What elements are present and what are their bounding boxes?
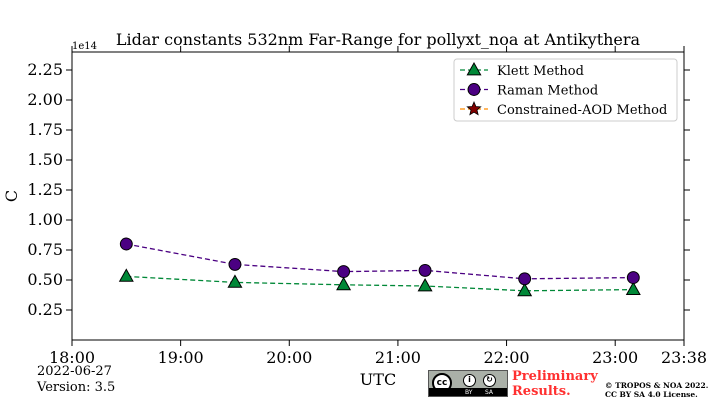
preliminary-line-1: Preliminary [512,369,598,384]
x-tick-label: 23:38 [661,348,707,367]
data-point-marker [227,274,243,288]
license-line-1: © TROPOS & NOA 2022. [605,381,709,390]
x-tick-label: 22:00 [484,348,530,367]
y-tick-label: 0.75 [27,240,63,259]
y-tick-label: 0.50 [27,270,63,289]
legend-marker [467,83,481,96]
data-point-marker [228,257,242,271]
y-axis: 0.25 0.50 0.75 1.00 1.25 1.50 1.75 2.00 2.25 [27,60,690,319]
data-point-marker [517,282,533,297]
plot-area [71,51,685,341]
legend-label: Klett Method [497,64,584,79]
legend-label: Raman Method [497,84,598,99]
legend-label: Constrained-AOD Method [497,103,667,118]
y-tick-label: 0.25 [27,300,63,319]
y-tick-label: 2.00 [27,90,63,109]
preliminary-line-2: Results. [512,384,571,399]
x-tick-label: 18:00 [49,348,95,367]
x-tick-label: 20:00 [266,348,312,367]
license-text: © TROPOS & NOA 2022. CC BY SA 4.0 Licens… [605,381,708,399]
data-point-marker [337,265,351,279]
series-layer [118,237,641,297]
legend-marker [466,100,482,116]
data-point-marker [625,281,641,295]
data-point-marker [336,276,352,291]
license-line-2: CC BY SA 4.0 License. [605,390,698,399]
cc-license-badge: cc i ↻ BY SA [428,370,508,397]
cc-by-label: BY [465,389,473,396]
legend-marker [466,61,482,76]
share-alike-icon: ↻ [483,374,496,387]
legend-box [453,58,678,122]
x-axis-label: UTC [360,370,396,389]
series-line [126,275,634,292]
cc-sa-label: SA [485,389,494,396]
data-point-marker [418,263,432,277]
x-tick-label: 21:00 [375,348,421,367]
y-tick-label: 1.00 [27,210,63,229]
x-tick-label: 19:00 [158,348,204,367]
data-point-marker [518,272,532,286]
preliminary-notice: Preliminary Results. [512,369,598,399]
data-point-marker [118,268,134,282]
footer-version: Version: 3.5 [37,380,116,395]
attribution-icon: i [463,374,476,387]
y-axis-label: C [2,190,21,202]
y-tick-label: 2.25 [27,60,63,79]
x-tick-label: 23:00 [592,348,638,367]
y-tick-label: 1.75 [27,120,63,139]
legend-items: Klett Method Raman Method Constrained-AOD … [460,61,667,118]
y-axis-multiplier: 1e14 [72,41,97,52]
chart-title: Lidar constants 532nm Far-Range for poll… [116,30,641,49]
data-point-marker [626,271,640,285]
x-axis: 18:00 19:00 20:00 21:00 22:00 23:00 23:38 [49,46,707,367]
data-point-marker [417,277,433,292]
cc-strip [429,388,507,396]
y-tick-label: 1.25 [27,180,63,199]
series-line [126,243,634,280]
legend: Klett Method Raman Method Constrained-AOD … [453,58,678,122]
data-point-marker [119,237,133,251]
y-tick-label: 1.50 [27,150,63,169]
footer-date: 2022-06-27 [37,364,112,379]
